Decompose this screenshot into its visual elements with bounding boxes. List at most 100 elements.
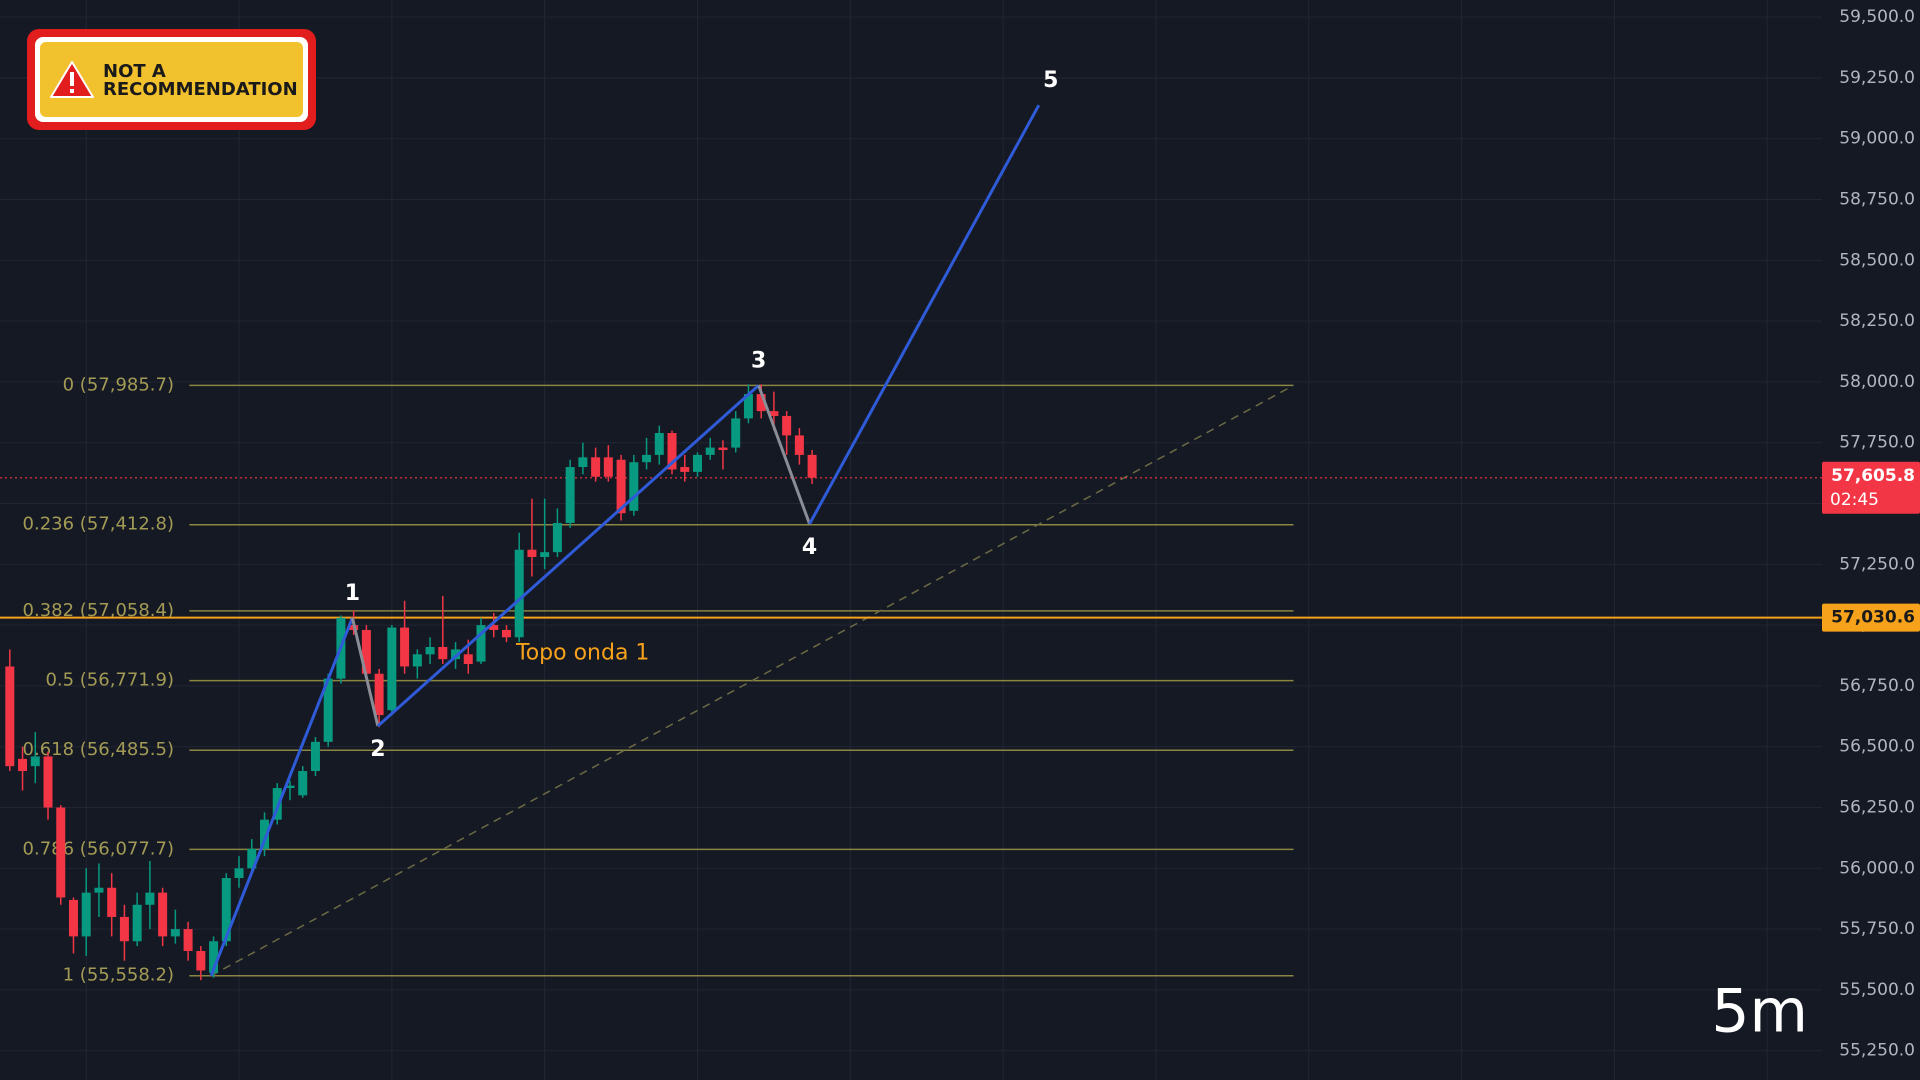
candle-body xyxy=(667,432,677,470)
y-tick-label: 57,750.0 xyxy=(1839,433,1915,453)
candle-body xyxy=(132,904,142,942)
candle-body xyxy=(68,899,78,937)
wave-segment xyxy=(757,384,811,525)
candle-body xyxy=(769,411,779,416)
candle-body xyxy=(425,647,435,655)
price-marker-box xyxy=(1822,603,1920,632)
candle-body xyxy=(654,432,664,455)
candle-body xyxy=(183,929,193,951)
trend-line xyxy=(210,384,1294,977)
candle-body xyxy=(794,435,804,455)
y-tick-label: 55,250.0 xyxy=(1839,1041,1915,1061)
candle-body xyxy=(476,625,486,662)
badge-fill xyxy=(40,42,303,117)
candle-body xyxy=(451,649,461,660)
badge-line: NOT A xyxy=(103,61,166,82)
candle-body xyxy=(374,673,384,716)
y-tick-label: 58,500.0 xyxy=(1839,250,1915,270)
candle-body xyxy=(514,549,524,638)
candle-body xyxy=(260,819,270,849)
y-tick-label: 55,750.0 xyxy=(1839,919,1915,939)
candle-body xyxy=(591,457,601,477)
price-axis xyxy=(1822,0,1920,1080)
candle-body xyxy=(463,654,473,665)
candle-body xyxy=(30,756,40,767)
candle-body xyxy=(629,462,639,511)
badge: NOT A RECOMMENDATION xyxy=(27,29,316,130)
candle-body xyxy=(616,459,626,514)
fib-label: 1 (55,558.2) xyxy=(63,965,174,986)
wave-label: 5 xyxy=(1043,68,1058,93)
price-marker-box xyxy=(1822,461,1920,514)
timeframe: 5m xyxy=(1711,977,1808,1047)
candle-body xyxy=(196,950,206,971)
candle-body xyxy=(221,878,231,942)
fib-label: 0.236 (57,412.8) xyxy=(23,514,174,535)
fib-label: 0.5 (56,771.9) xyxy=(45,670,174,691)
candle-body xyxy=(731,418,741,448)
fib-label: 0.382 (57,058.4) xyxy=(23,600,174,621)
y-tick-label: 58,000.0 xyxy=(1839,372,1915,392)
candle-body xyxy=(247,848,257,869)
annotation: Topo onda 1 xyxy=(515,641,649,666)
y-tick-label: 56,500.0 xyxy=(1839,737,1915,757)
candle-body xyxy=(807,454,817,478)
candle-body xyxy=(145,892,155,905)
y-tick-label: 56,750.0 xyxy=(1839,676,1915,696)
candle-body xyxy=(642,454,652,463)
candle-body xyxy=(782,415,792,436)
candle-body xyxy=(81,892,91,937)
candle-body xyxy=(56,807,66,898)
grid xyxy=(0,0,1822,1080)
candle-body xyxy=(43,756,53,808)
y-tick-label: 59,500.0 xyxy=(1839,7,1915,27)
candle-body xyxy=(310,741,320,772)
y-tick-label: 56,250.0 xyxy=(1839,798,1915,818)
candle-body xyxy=(209,941,219,973)
candle-body xyxy=(540,552,550,558)
candle-body xyxy=(234,868,244,879)
y-tick-label: 58,250.0 xyxy=(1839,311,1915,331)
candle-body xyxy=(272,788,282,820)
candle-body xyxy=(705,447,715,455)
candle-body xyxy=(565,467,575,523)
candle-body xyxy=(692,454,702,472)
candle-body xyxy=(298,771,308,796)
y-tick-label: 59,000.0 xyxy=(1839,129,1915,149)
fib-label: 0 (57,985.7) xyxy=(63,374,174,395)
y-tick-label: 57,250.0 xyxy=(1839,554,1915,574)
candle-body xyxy=(400,627,410,667)
candle-body xyxy=(18,758,28,772)
candle-body xyxy=(170,929,180,937)
y-tick-label: 56,000.0 xyxy=(1839,858,1915,878)
candle-body xyxy=(158,892,168,937)
candle-body xyxy=(756,394,766,412)
y-tick-label: 58,750.0 xyxy=(1839,190,1915,210)
candle-body xyxy=(285,785,295,789)
candle-body xyxy=(680,467,690,472)
fib-label: 0.618 (56,485.5) xyxy=(23,739,174,760)
fib-label: 0.786 (56,077.7) xyxy=(23,838,174,859)
price-marker-sublabel: 02:45 xyxy=(1830,490,1879,510)
badge-line: RECOMMENDATION xyxy=(103,79,298,100)
wave-label: 1 xyxy=(345,581,360,606)
candle-body xyxy=(718,447,728,451)
warning-icon-dot xyxy=(70,89,74,93)
price-marker-label: 57,030.6 xyxy=(1831,608,1915,628)
warning-icon-bar xyxy=(70,72,74,86)
y-tick-label: 55,500.0 xyxy=(1839,980,1915,1000)
candle-body xyxy=(387,627,397,711)
wave-segment xyxy=(209,617,354,977)
wave-label: 3 xyxy=(751,348,766,373)
candle-body xyxy=(527,549,537,558)
candle-body xyxy=(94,887,104,893)
plot: 0 (57,985.7) 0.236 (57,412.8) 0.382 (57,05… xyxy=(0,68,1822,986)
price-marker-label: 57,605.8 xyxy=(1831,466,1915,486)
wave-label: 2 xyxy=(370,737,385,762)
candle-body xyxy=(501,629,511,638)
candle-body xyxy=(552,522,562,553)
